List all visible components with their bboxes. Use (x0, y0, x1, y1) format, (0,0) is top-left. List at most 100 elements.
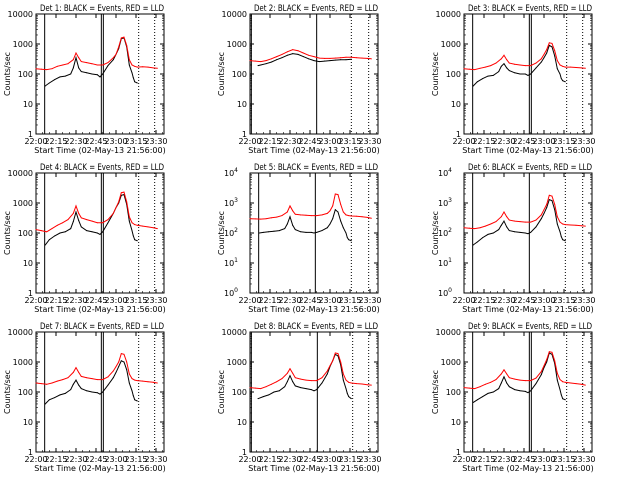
data-point-events (107, 65, 109, 67)
data-point-lld (62, 222, 64, 224)
x-tick-label: 22:45 (84, 455, 107, 464)
data-point-events (540, 61, 542, 63)
series-line-events (257, 53, 352, 67)
data-point-events (286, 223, 288, 225)
x-tick-label: 23:00 (104, 455, 127, 464)
data-point-lld (548, 351, 550, 353)
x-tick-label: 23:15 (124, 455, 147, 464)
data-point-events (321, 382, 323, 384)
data-point-lld (86, 219, 88, 221)
data-point-lld (348, 215, 350, 217)
data-point-events (134, 81, 136, 83)
y-axis-label: Counts/sec (431, 211, 440, 255)
data-point-lld (297, 50, 299, 52)
data-point-lld (495, 62, 497, 64)
data-point-lld (490, 381, 492, 383)
data-point-lld (276, 216, 278, 218)
data-point-lld (329, 365, 331, 367)
data-point-events (559, 231, 561, 233)
data-point-events (128, 220, 130, 222)
data-point-lld (56, 380, 58, 382)
data-point-lld (120, 37, 122, 39)
data-point-events (265, 63, 267, 65)
data-point-lld (147, 66, 149, 68)
data-point-lld (310, 380, 312, 382)
y-tick-label: 100 (18, 388, 33, 397)
data-point-lld (535, 62, 537, 64)
data-point-events (334, 209, 336, 211)
data-point-events (346, 392, 348, 394)
data-point-events (551, 200, 553, 202)
data-point-events (281, 57, 283, 59)
data-point-lld (350, 382, 352, 384)
data-point-lld (289, 205, 291, 207)
data-point-lld (554, 360, 556, 362)
data-point-events (54, 397, 56, 399)
data-point-lld (535, 219, 537, 221)
y-tick-label: 100 (18, 229, 33, 238)
data-point-lld (342, 373, 344, 375)
x-tick-label: 22:30 (278, 296, 301, 305)
data-point-events (134, 239, 136, 241)
data-point-events (503, 376, 505, 378)
data-point-lld (503, 369, 505, 371)
data-point-lld (123, 353, 125, 355)
x-tick-label: 22:15 (472, 296, 495, 305)
x-axis-label: Start Time (02-May-13 21:56:00) (248, 305, 379, 314)
data-point-lld (564, 224, 566, 226)
x-tick-label: 22:00 (452, 296, 475, 305)
y-tick-label: 10000 (8, 328, 33, 337)
data-point-events (128, 382, 130, 384)
data-point-lld (40, 230, 42, 232)
detector-panel: Det 6: BLACK = Events, RED = LLD 100 101 10… (431, 163, 596, 314)
data-point-events (48, 82, 50, 84)
panel-title: Det 8: BLACK = Events, RED = LLD (254, 322, 378, 332)
data-point-lld (67, 377, 69, 379)
data-point-lld (294, 377, 296, 379)
data-point-lld (490, 65, 492, 67)
data-point-events (86, 72, 88, 74)
x-tick-label: 23:15 (552, 296, 575, 305)
data-point-events (562, 239, 564, 241)
plot-frame (463, 331, 593, 453)
data-point-lld (324, 57, 326, 59)
data-point-lld (51, 228, 53, 230)
data-point-events (492, 391, 494, 393)
data-point-lld (156, 228, 158, 230)
data-point-lld (78, 371, 80, 373)
data-point-lld (540, 214, 542, 216)
data-point-events (342, 227, 344, 229)
data-point-lld (292, 372, 294, 374)
data-point-lld (308, 54, 310, 56)
x-axis-label: Start Time (02-May-13 21:56:00) (462, 146, 593, 155)
data-point-lld (51, 68, 53, 70)
data-point-events (345, 232, 347, 234)
data-point-lld (134, 65, 136, 67)
data-point-events (72, 221, 74, 223)
x-tick-label: 23:15 (338, 296, 361, 305)
series-line-events (259, 208, 352, 242)
data-point-events (560, 394, 562, 396)
data-point-lld (468, 68, 470, 70)
x-tick-label: 23:15 (338, 137, 361, 146)
data-point-lld (321, 377, 323, 379)
x-axis-label: Start Time (02-May-13 21:56:00) (34, 305, 165, 314)
data-point-lld (134, 379, 136, 381)
data-point-events (136, 400, 138, 402)
x-tick-label: 23:15 (338, 455, 361, 464)
data-point-events (340, 220, 342, 222)
data-point-lld (128, 216, 130, 218)
data-point-lld (508, 377, 510, 379)
data-point-lld (40, 383, 42, 385)
data-point-lld (96, 222, 98, 224)
data-point-events (554, 55, 556, 57)
x-tick-label: 23:00 (318, 296, 341, 305)
data-point-lld (152, 381, 154, 383)
data-point-lld (329, 57, 331, 59)
data-point-lld (350, 56, 352, 58)
data-point-events (535, 383, 537, 385)
data-point-events (503, 63, 505, 65)
data-point-events (551, 46, 553, 48)
data-point-lld (316, 380, 318, 382)
data-point-events (564, 399, 566, 401)
